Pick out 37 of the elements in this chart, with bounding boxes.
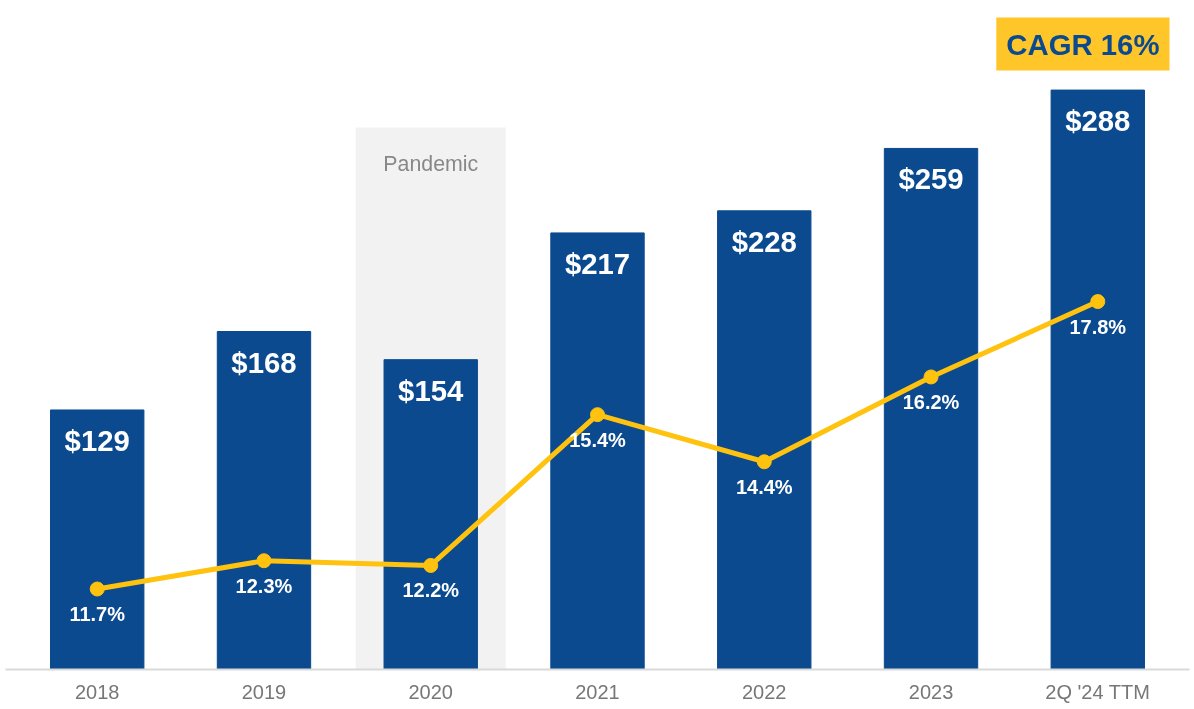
data-label: 16.2%	[902, 390, 960, 413]
point	[423, 557, 439, 573]
data-label: $288	[1065, 104, 1131, 138]
data-label: 17.8%	[1069, 315, 1127, 338]
point	[756, 454, 772, 470]
text: CAGR 16%	[1006, 27, 1160, 61]
bar	[1050, 89, 1145, 670]
point	[590, 407, 605, 423]
data-label: $154	[398, 373, 465, 407]
bar	[383, 359, 478, 670]
data-label: $228	[731, 224, 797, 258]
x-tick-label: 2Q '24 TTM	[1045, 680, 1150, 703]
bar	[216, 331, 312, 670]
data-label: 14.4%	[735, 475, 793, 498]
data-label: 12.2%	[402, 579, 460, 602]
x-tick-label: 2021	[575, 680, 620, 703]
point	[923, 369, 939, 385]
band-label: Pandemic	[383, 151, 479, 176]
data-label: $217	[564, 246, 631, 280]
x-tick-label: 2022	[742, 680, 787, 703]
data-label: 11.7%	[69, 603, 126, 626]
point	[89, 581, 105, 597]
bar	[717, 210, 812, 670]
bar	[50, 409, 145, 670]
data-label: $168	[231, 345, 297, 379]
x-tick-label: 2018	[74, 680, 120, 703]
x-tick-label: 2020	[408, 680, 453, 703]
data-label: $129	[64, 423, 130, 457]
bar	[550, 232, 645, 670]
bar	[883, 147, 979, 670]
point	[1090, 294, 1106, 310]
x-tick-label: 2019	[241, 680, 287, 703]
data-label: $259	[898, 162, 964, 196]
data-label: 15.4%	[569, 428, 627, 451]
data-label: 12.3%	[235, 574, 293, 597]
point	[256, 553, 272, 569]
x-tick-label: 2023	[908, 680, 954, 703]
